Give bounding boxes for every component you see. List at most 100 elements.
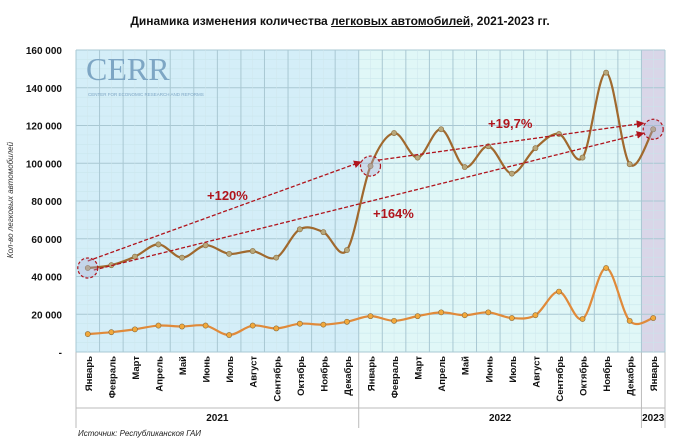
x-tick-label: Октябрь xyxy=(579,356,590,396)
x-tick-label: Май xyxy=(178,356,189,375)
data-point xyxy=(202,322,209,329)
data-point xyxy=(508,315,515,321)
x-tick-label: Июнь xyxy=(484,356,495,383)
x-tick-label: Март xyxy=(131,356,142,380)
data-point xyxy=(296,226,303,233)
data-point xyxy=(155,241,162,248)
data-point xyxy=(155,322,162,329)
y-tick-label: 60 000 xyxy=(31,235,62,246)
logo-subtitle: CENTER FOR ECONOMIC RESEARCH AND REFORMS xyxy=(88,92,204,97)
x-tick-label: Август xyxy=(531,356,542,388)
x-tick-label: Октябрь xyxy=(296,356,307,396)
data-point xyxy=(603,265,609,271)
year-label: 2022 xyxy=(489,413,512,424)
annotation-label: +19,7% xyxy=(488,116,533,131)
data-point xyxy=(273,254,280,261)
x-tick-label: Ноябрь xyxy=(602,356,613,392)
data-point xyxy=(296,320,303,327)
data-point xyxy=(391,130,397,136)
data-point xyxy=(131,253,138,260)
data-point xyxy=(249,322,256,329)
y-tick-label: 120 000 xyxy=(26,122,63,133)
x-tick-label: Январь xyxy=(84,356,95,391)
x-tick-label: Январь xyxy=(649,356,660,391)
x-tick-label: Февраль xyxy=(390,356,401,398)
data-point xyxy=(532,145,539,152)
year-label: 2021 xyxy=(206,413,229,424)
data-point xyxy=(626,317,633,324)
x-tick-label: Ноябрь xyxy=(319,356,330,392)
data-point xyxy=(320,229,327,236)
data-point xyxy=(438,309,445,316)
annotation-label: +120% xyxy=(207,188,248,203)
data-point xyxy=(84,331,91,337)
year-label: 2023 xyxy=(642,413,665,424)
data-point xyxy=(226,332,233,338)
data-point xyxy=(532,312,539,319)
data-point xyxy=(202,242,209,249)
data-point xyxy=(461,312,468,319)
data-point xyxy=(367,163,374,169)
x-tick-label: Декабрь xyxy=(343,356,354,396)
x-tick-label: Сентябрь xyxy=(555,356,566,402)
data-point xyxy=(273,325,280,332)
highlight-circle xyxy=(642,118,664,140)
y-tick-label: 100 000 xyxy=(26,159,63,170)
data-point xyxy=(414,154,421,161)
title-prefix: Динамика изменения количества xyxy=(130,14,332,28)
y-tick-label: 40 000 xyxy=(31,273,62,284)
data-point xyxy=(485,309,492,316)
y-tick-label: 140 000 xyxy=(26,84,63,95)
data-point xyxy=(579,154,586,161)
chart-title: Динамика изменения количества легковых а… xyxy=(0,14,680,28)
data-point xyxy=(508,170,515,177)
source-note: Источник: Республиканскоя ГАИ xyxy=(78,429,202,438)
data-point xyxy=(344,318,350,325)
data-point xyxy=(438,126,445,133)
data-point xyxy=(391,317,397,324)
data-point xyxy=(367,313,374,320)
y-tick-label: 20 000 xyxy=(31,310,62,321)
data-point xyxy=(249,248,256,254)
data-point xyxy=(414,313,421,320)
x-tick-label: Июль xyxy=(225,356,236,383)
annotation-arrow xyxy=(378,120,645,161)
data-point xyxy=(461,164,468,170)
data-point xyxy=(108,329,115,336)
x-tick-label: Июль xyxy=(508,356,519,383)
logo-text: CERR xyxy=(86,51,170,87)
data-point xyxy=(131,326,138,333)
x-tick-label: Январь xyxy=(367,356,378,391)
data-point xyxy=(650,126,657,133)
y-tick-label: 160 000 xyxy=(26,46,63,57)
data-point xyxy=(320,321,327,328)
x-tick-label: Март xyxy=(414,356,425,380)
x-tick-label: Июнь xyxy=(202,356,213,383)
data-point xyxy=(84,265,91,271)
data-point xyxy=(344,247,350,253)
data-point xyxy=(650,315,657,321)
data-point xyxy=(603,69,609,76)
data-point xyxy=(179,323,185,330)
data-point xyxy=(556,288,562,295)
x-tick-label: Апрель xyxy=(154,356,165,392)
data-point xyxy=(179,254,185,261)
highlight-circle xyxy=(359,155,382,177)
x-tick-label: Декабрь xyxy=(626,356,637,396)
data-point xyxy=(226,250,233,257)
x-tick-label: Апрель xyxy=(437,356,448,392)
data-point xyxy=(626,161,633,168)
annotation-arrow xyxy=(93,131,645,271)
annotation-arrow xyxy=(87,160,362,262)
x-tick-label: Август xyxy=(249,356,260,388)
x-tick-label: Май xyxy=(461,356,472,375)
highlight-circle xyxy=(77,257,99,279)
x-tick-label: Сентябрь xyxy=(272,356,283,402)
annotation-label: +164% xyxy=(373,206,414,221)
x-tick-label: Февраль xyxy=(107,356,118,398)
title-suffix: , 2021-2023 гг. xyxy=(470,14,550,28)
data-point xyxy=(579,316,586,322)
y-tick-label: - xyxy=(59,348,62,359)
